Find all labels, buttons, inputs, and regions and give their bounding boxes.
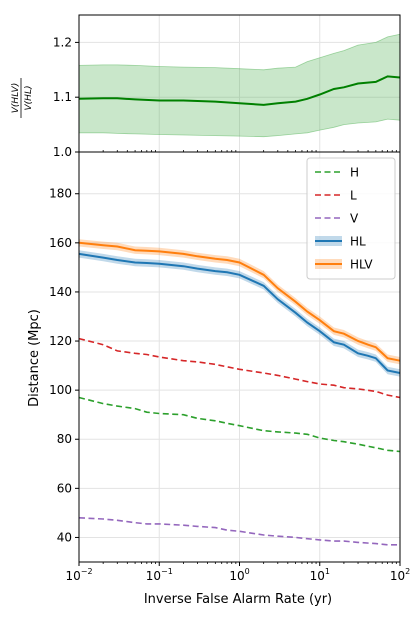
distance-y-tick-label: 60 — [57, 481, 72, 495]
ratio-y-ticks: 1.0 1.1 1.2 — [53, 35, 397, 159]
distance-frame — [78, 151, 401, 563]
distance-x-tick-label: 10−2 — [65, 567, 92, 583]
legend-item-h: H — [315, 166, 359, 180]
distance-y-label: Distance (Mpc) — [27, 309, 42, 407]
legend-label-hl: HL — [350, 235, 366, 249]
distance-x-tick-label: 10−1 — [146, 567, 173, 583]
ratio-y-label-numerator: V(HLV) — [11, 83, 21, 113]
ratio-line — [78, 75, 401, 106]
ratio-y-tick-label: 1.2 — [53, 35, 72, 49]
distance-x-label: Inverse False Alarm Rate (yr) — [144, 592, 332, 607]
distance-x-ticks: 10−2 10−1 100 101 102 — [65, 562, 410, 583]
legend-label-h: H — [350, 166, 359, 180]
legend-label-hlv: HLV — [350, 258, 373, 272]
distance-grid — [78, 152, 401, 562]
series-v-line — [78, 517, 400, 546]
distance-y-ticks: 40 60 80 100 120 140 160 180 — [49, 187, 79, 544]
legend-item-hlv: HLV — [315, 258, 373, 272]
distance-x-tick-label: 100 — [229, 567, 249, 583]
series-h-line — [78, 396, 401, 453]
ratio-y-tick-label: 1.0 — [53, 145, 72, 159]
series-hlv-band — [79, 239, 400, 365]
series-hl-line — [78, 252, 401, 374]
legend-item-hl: HL — [315, 235, 366, 249]
series-hlv-line — [78, 241, 401, 362]
ratio-y-label: V(HLV) V(HL) — [11, 78, 34, 118]
legend-label-v: V — [350, 212, 359, 226]
ratio-panel: 1.0 1.1 1.2 V(HLV) V(HL) — [11, 14, 401, 159]
distance-y-tick-label: 180 — [49, 187, 72, 201]
distance-x-tick-label: 101 — [310, 567, 330, 583]
distance-plot-area — [78, 239, 401, 546]
distance-y-tick-label: 120 — [49, 334, 72, 348]
distance-y-tick-label: 80 — [57, 432, 72, 446]
legend-label-l: L — [350, 189, 357, 203]
series-l-line — [78, 337, 401, 399]
ratio-y-label-denominator: V(HL) — [24, 86, 34, 111]
distance-y-tick-label: 100 — [49, 383, 72, 397]
legend-item-l: L — [315, 189, 357, 203]
ratio-y-tick-label: 1.1 — [53, 90, 72, 104]
distance-x-tick-label: 102 — [390, 567, 410, 583]
distance-y-tick-label: 160 — [49, 236, 72, 250]
legend-item-v: V — [315, 212, 359, 226]
distance-y-tick-label: 140 — [49, 285, 72, 299]
legend-box — [306, 157, 396, 280]
distance-y-tick-label: 40 — [57, 530, 72, 544]
